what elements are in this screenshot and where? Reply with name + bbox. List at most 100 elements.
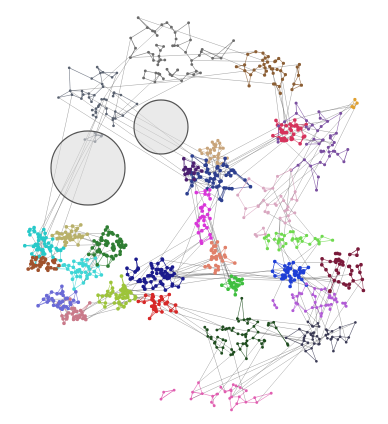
network-node bbox=[85, 276, 89, 281]
network-edge bbox=[243, 208, 246, 218]
inter-cluster-edge bbox=[299, 293, 313, 326]
network-node bbox=[353, 97, 357, 102]
network-node bbox=[36, 247, 40, 252]
network-node bbox=[57, 96, 60, 99]
network-node bbox=[102, 252, 106, 257]
network-node bbox=[42, 241, 47, 246]
network-node bbox=[288, 230, 293, 234]
network-node bbox=[83, 314, 87, 318]
network-node bbox=[342, 282, 346, 286]
network-node bbox=[330, 330, 334, 333]
network-node bbox=[208, 265, 212, 270]
inter-cluster-edge bbox=[211, 322, 274, 403]
network-node bbox=[98, 103, 101, 106]
network-node bbox=[335, 251, 340, 256]
network-node bbox=[213, 271, 217, 275]
network-node bbox=[147, 50, 150, 54]
network-node bbox=[235, 278, 240, 283]
network-edge bbox=[216, 187, 221, 200]
network-node bbox=[317, 342, 320, 346]
network-node bbox=[319, 288, 323, 292]
network-node bbox=[55, 291, 59, 296]
network-node bbox=[99, 236, 104, 240]
network-node bbox=[227, 278, 232, 283]
inter-cluster-edge bbox=[161, 270, 295, 281]
network-node bbox=[312, 137, 316, 141]
network-node bbox=[279, 138, 284, 143]
network-node bbox=[61, 246, 66, 250]
network-node bbox=[46, 241, 51, 245]
network-node bbox=[63, 240, 67, 244]
network-node bbox=[288, 127, 292, 131]
network-node bbox=[327, 295, 331, 299]
network-node bbox=[110, 246, 115, 250]
network-node bbox=[295, 198, 299, 202]
network-node bbox=[159, 268, 164, 273]
network-node bbox=[123, 296, 128, 300]
network-node bbox=[232, 350, 236, 354]
network-node bbox=[65, 314, 69, 319]
network-node bbox=[57, 263, 61, 268]
network-node bbox=[245, 357, 248, 361]
network-node bbox=[87, 96, 91, 99]
network-edge bbox=[120, 94, 138, 105]
network-node bbox=[72, 306, 77, 311]
network-node bbox=[143, 69, 147, 73]
network-node bbox=[181, 276, 185, 281]
network-node bbox=[214, 143, 218, 147]
network-node bbox=[84, 317, 88, 322]
network-node bbox=[112, 301, 117, 305]
network-edge bbox=[192, 391, 203, 394]
network-node bbox=[251, 336, 255, 340]
network-edge bbox=[138, 299, 152, 302]
network-node bbox=[218, 255, 223, 260]
network-node bbox=[196, 230, 201, 235]
network-node bbox=[212, 154, 216, 159]
network-node bbox=[267, 239, 271, 243]
network-node bbox=[77, 233, 82, 237]
network-node bbox=[315, 335, 319, 338]
network-node bbox=[204, 163, 208, 167]
network-node bbox=[149, 273, 153, 278]
network-node bbox=[294, 270, 299, 274]
network-edge bbox=[130, 37, 136, 49]
network-node bbox=[157, 299, 162, 303]
network-edge bbox=[321, 236, 333, 241]
inter-cluster-edge bbox=[290, 275, 330, 281]
network-node bbox=[121, 289, 125, 294]
network-node bbox=[135, 102, 139, 106]
network-node bbox=[46, 298, 51, 303]
inter-cluster-edge bbox=[125, 288, 162, 297]
network-node bbox=[207, 160, 211, 164]
network-edge bbox=[324, 156, 330, 165]
network-node bbox=[242, 318, 246, 322]
network-node bbox=[291, 230, 295, 234]
inter-cluster-edge bbox=[172, 234, 211, 276]
network-node bbox=[190, 179, 194, 184]
network-edge bbox=[102, 72, 113, 78]
network-node bbox=[263, 232, 267, 236]
network-edge bbox=[246, 345, 248, 359]
network-node bbox=[208, 216, 212, 221]
network-node bbox=[209, 240, 214, 245]
network-edge bbox=[229, 398, 232, 410]
inter-cluster-edge bbox=[162, 259, 291, 281]
network-node bbox=[197, 175, 202, 179]
network-node bbox=[147, 316, 152, 321]
network-node bbox=[86, 252, 91, 257]
network-node bbox=[328, 134, 332, 138]
network-node bbox=[310, 123, 314, 127]
network-node bbox=[76, 268, 81, 273]
network-node bbox=[70, 306, 74, 311]
network-node bbox=[223, 156, 227, 161]
network-node bbox=[111, 118, 115, 121]
network-node bbox=[150, 270, 155, 275]
network-node bbox=[218, 146, 222, 150]
network-node bbox=[216, 335, 220, 339]
network-node bbox=[331, 335, 334, 339]
network-node bbox=[91, 113, 95, 117]
network-node bbox=[228, 173, 233, 178]
network-node bbox=[237, 319, 241, 323]
network-node bbox=[39, 262, 44, 267]
